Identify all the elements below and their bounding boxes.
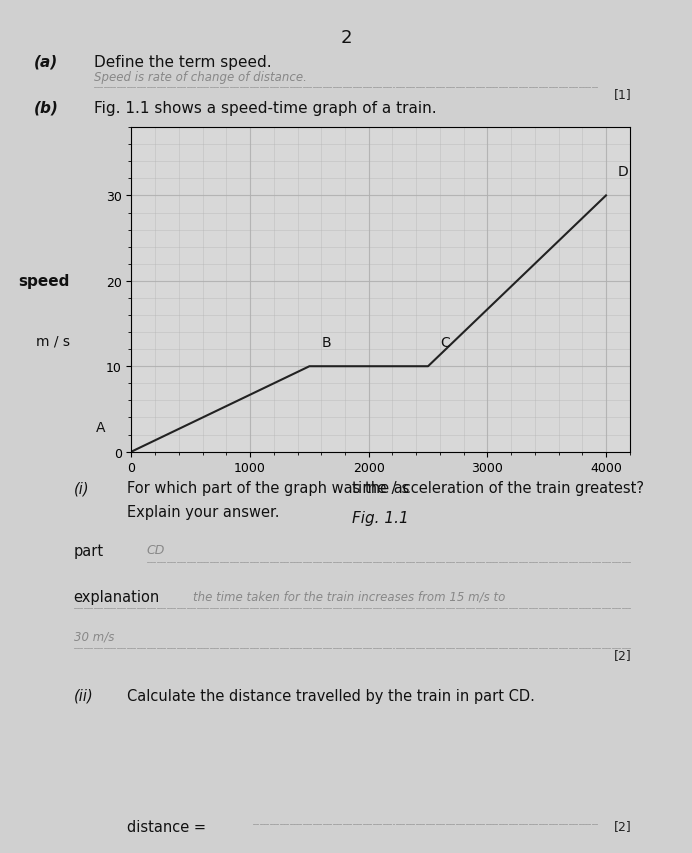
Text: 2: 2: [340, 29, 352, 48]
Text: part: part: [73, 543, 104, 559]
Text: CD: CD: [147, 543, 165, 556]
Text: B: B: [321, 335, 331, 350]
Text: m / s: m / s: [36, 334, 70, 348]
Text: For which part of the graph was the acceleration of the train greatest?: For which part of the graph was the acce…: [127, 481, 644, 496]
Text: the time taken for the train increases from 15 m/s to: the time taken for the train increases f…: [193, 589, 506, 602]
Text: distance =: distance =: [127, 820, 206, 834]
Text: [2]: [2]: [614, 648, 632, 661]
Text: [2]: [2]: [614, 820, 632, 833]
Text: speed: speed: [19, 274, 70, 289]
X-axis label: time / s: time / s: [352, 480, 410, 496]
Text: Explain your answer.: Explain your answer.: [127, 504, 280, 519]
Text: Define the term speed.: Define the term speed.: [93, 55, 271, 69]
Text: 30 m/s: 30 m/s: [73, 630, 114, 642]
Text: (i): (i): [73, 481, 89, 496]
Text: A: A: [96, 421, 105, 435]
Text: (a): (a): [34, 55, 58, 69]
Text: C: C: [440, 335, 450, 350]
Text: [1]: [1]: [614, 88, 632, 101]
Text: Calculate the distance travelled by the train in part CD.: Calculate the distance travelled by the …: [127, 688, 535, 703]
Text: D: D: [618, 165, 628, 179]
Text: Fig. 1.1: Fig. 1.1: [352, 510, 409, 525]
Text: explanation: explanation: [73, 589, 160, 605]
Text: Speed is rate of change of distance.: Speed is rate of change of distance.: [93, 71, 307, 84]
Text: (b): (b): [34, 101, 59, 115]
Text: (ii): (ii): [73, 688, 93, 703]
Text: Fig. 1.1 shows a speed-time graph of a train.: Fig. 1.1 shows a speed-time graph of a t…: [93, 101, 436, 115]
